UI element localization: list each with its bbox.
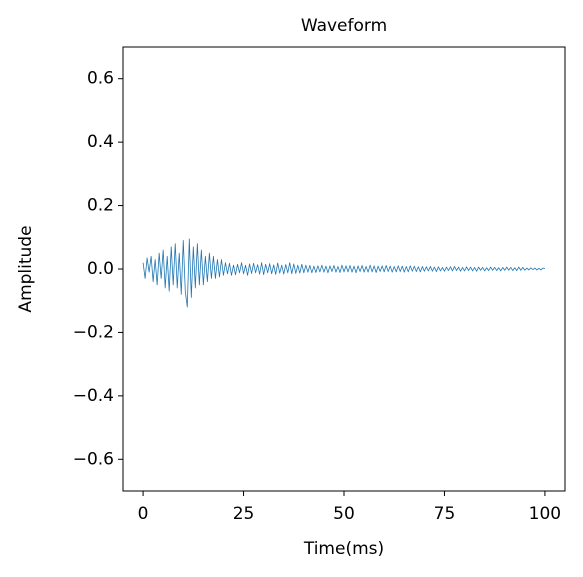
chart-title: Waveform [301, 16, 387, 36]
x-tick-label: 50 [333, 504, 355, 524]
x-tick-label: 100 [529, 504, 561, 524]
y-tick-label: −0.4 [73, 386, 114, 406]
x-axis-label: Time(ms) [303, 539, 384, 559]
y-tick-label: 0.0 [87, 259, 114, 279]
y-tick-label: −0.2 [73, 322, 114, 342]
y-tick-label: 0.2 [87, 196, 114, 216]
y-tick-label: 0.6 [87, 69, 114, 89]
waveform-line [142, 238, 546, 308]
x-tick-label: 0 [138, 504, 149, 524]
x-tick-label: 75 [434, 504, 456, 524]
x-tick-label: 25 [233, 504, 255, 524]
y-tick-label: −0.6 [73, 449, 114, 469]
y-axis-label: Amplitude [16, 225, 36, 312]
y-tick-label: 0.4 [87, 132, 114, 152]
plot-frame [122, 46, 566, 492]
